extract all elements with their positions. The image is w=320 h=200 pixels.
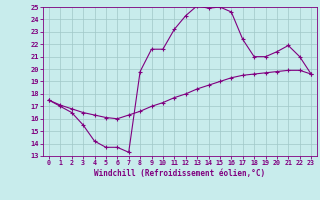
X-axis label: Windchill (Refroidissement éolien,°C): Windchill (Refroidissement éolien,°C) — [94, 169, 266, 178]
